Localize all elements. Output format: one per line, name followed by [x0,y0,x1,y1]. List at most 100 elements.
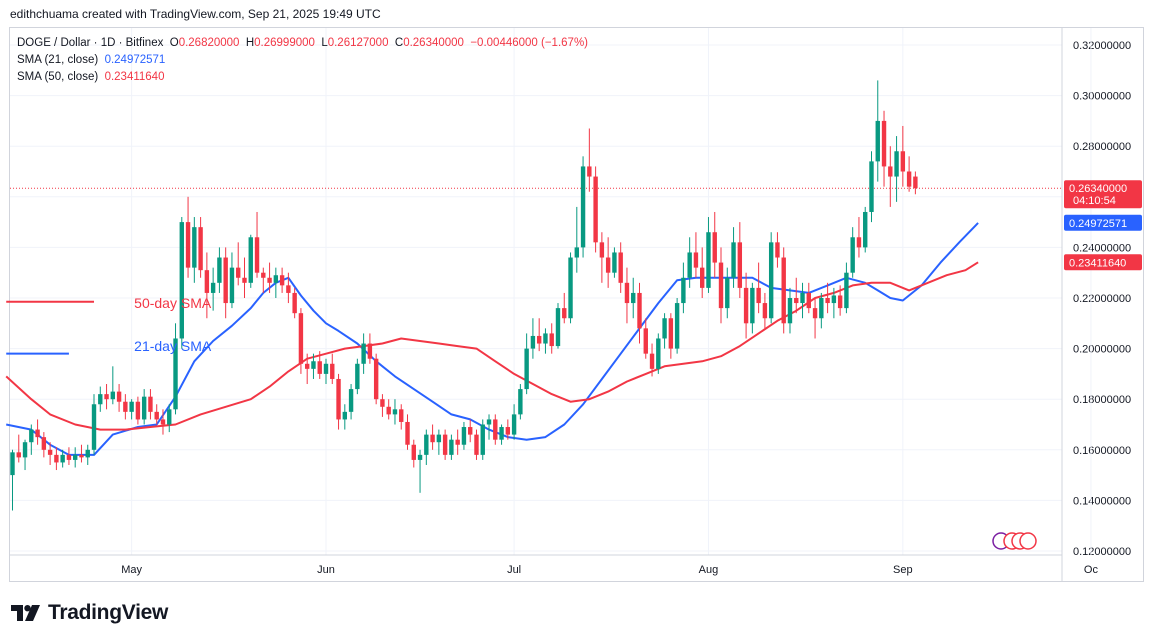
candle-body [794,298,799,304]
candle-body [637,292,642,329]
candle-body [430,434,435,443]
candle-body [756,287,761,304]
candle-body [775,242,780,258]
candle-body [160,419,166,425]
candle-body [668,318,674,349]
chart-legend: DOGE / Dollar · 1D · Bitfinex O0.2682000… [17,35,588,86]
candle-body [411,444,416,460]
tradingview-logo-text: TradingView [48,601,169,624]
sma50-line [5,261,979,431]
candle-body [863,211,868,248]
y-tick-label: 0.24000000 [1073,242,1131,254]
current-price-tag: 0.26340000 [1069,183,1127,195]
candle-body [530,335,536,349]
candle-body [79,454,84,458]
candle-body [831,295,837,304]
candle-body [906,171,912,187]
sma50-price-tag: 0.23411640 [1069,257,1126,269]
y-tick-label: 0.28000000 [1073,141,1131,153]
candle-body [618,252,623,283]
candle-body [60,454,65,463]
candle-body [16,452,21,458]
candle-body [593,176,598,243]
candle-body [762,303,768,319]
candle-body [850,237,855,273]
candle-body [173,338,178,410]
candle-body [167,409,172,425]
candle-body [605,257,611,273]
tradingview-logo-icon [11,605,40,621]
candle-body [323,363,329,374]
candle-body [311,361,316,369]
candle-body [348,389,354,412]
candle-body [154,411,159,420]
candle-body [185,222,191,268]
x-tick-label: May [121,564,142,576]
y-tick-label: 0.30000000 [1073,91,1131,103]
candle-body [279,275,285,286]
candle-body [22,442,28,458]
sma21-annotation: 21-day SMA [134,338,212,354]
candle-body [700,267,705,288]
sma21-row[interactable]: SMA (21, close) 0.24972571 [17,52,588,69]
sma50-row[interactable]: SMA (50, close) 0.23411640 [17,69,588,86]
candle-body [66,454,72,460]
y-tick-label: 0.16000000 [1073,445,1131,457]
y-tick-label: 0.32000000 [1073,40,1131,52]
candle-body [806,292,811,309]
candle-body [223,257,228,304]
candle-body [204,270,210,293]
candle-body [361,343,366,364]
candle-body [844,272,849,309]
close-value: 0.26340000 [403,37,464,49]
candle-body [317,361,322,374]
candle-body [336,378,341,420]
candle-body [10,452,15,476]
candle-body [505,427,511,435]
candle-body [543,333,548,344]
candle-body [580,166,586,248]
x-tick-label: Aug [699,564,719,576]
candle-body [888,166,893,177]
candle-body [367,343,373,359]
candle-body [380,399,385,407]
candle-body [900,151,906,172]
candle-body [298,313,304,364]
candle-body [656,338,661,369]
candle-body [474,434,479,455]
candle-body [631,292,636,304]
candle-body [743,287,749,324]
symbol-label[interactable]: DOGE / Dollar · 1D · Bitfinex [17,37,164,49]
tradingview-logo[interactable]: TradingView [11,601,168,625]
candle-body [825,298,830,304]
candle-body [856,237,862,248]
candle-body [141,396,147,420]
candle-body [612,252,617,273]
candle-body [386,406,391,415]
candle-body [587,166,592,177]
candle-body [342,411,348,420]
candle-body [499,427,504,440]
candle-body [442,434,448,455]
candle-body [662,318,667,339]
candle-body [248,237,253,283]
candle-body [373,358,379,400]
candle-body [681,277,686,304]
candle-body [286,285,291,293]
candle-body [913,176,918,189]
x-tick-label: Oc [1084,564,1099,576]
candle-body [480,424,485,455]
x-tick-label: Jul [507,564,521,576]
candle-body [718,262,724,309]
y-tick-label: 0.12000000 [1073,546,1131,558]
candle-body [712,232,717,263]
candle-body [392,409,398,415]
candle-body [819,298,824,319]
candle-body [242,277,247,283]
candle-body [355,363,360,390]
candle-body [29,429,34,443]
candle-body [35,429,40,438]
economic-event-icon [1019,532,1037,550]
y-tick-label: 0.20000000 [1073,344,1131,356]
